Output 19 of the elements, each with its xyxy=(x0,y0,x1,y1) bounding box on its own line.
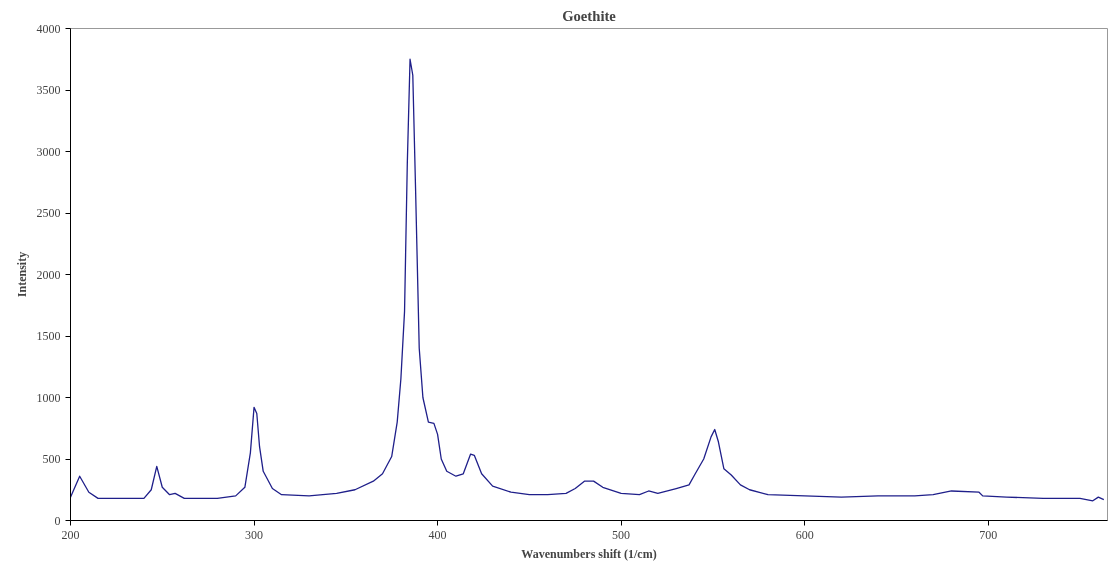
y-tick-label: 3000 xyxy=(36,144,61,159)
y-tick-label: 1500 xyxy=(36,329,61,343)
y-axis-title: Intensity xyxy=(14,251,29,298)
line-series xyxy=(70,58,1105,502)
y-tick-label: 2500 xyxy=(36,206,61,220)
y-tick-label: 1000 xyxy=(36,390,61,405)
x-tick-label: 300 xyxy=(245,527,264,542)
y-tick-label: 500 xyxy=(42,452,61,466)
x-tick-label: 500 xyxy=(612,527,631,542)
x-tick-label: 200 xyxy=(61,527,80,542)
chart-title: Goethite xyxy=(562,7,617,24)
x-tick-label: 400 xyxy=(428,527,447,542)
x-axis-title: Wavenumbers shift (1/cm) xyxy=(521,546,657,561)
y-tick-label: 3500 xyxy=(36,83,61,97)
y-tick-label: 0 xyxy=(54,513,61,528)
x-tick-label: 700 xyxy=(979,527,998,542)
y-tick-label: 4000 xyxy=(36,21,61,36)
x-tick-label: 600 xyxy=(795,527,814,542)
y-tick-label: 2000 xyxy=(36,267,61,282)
